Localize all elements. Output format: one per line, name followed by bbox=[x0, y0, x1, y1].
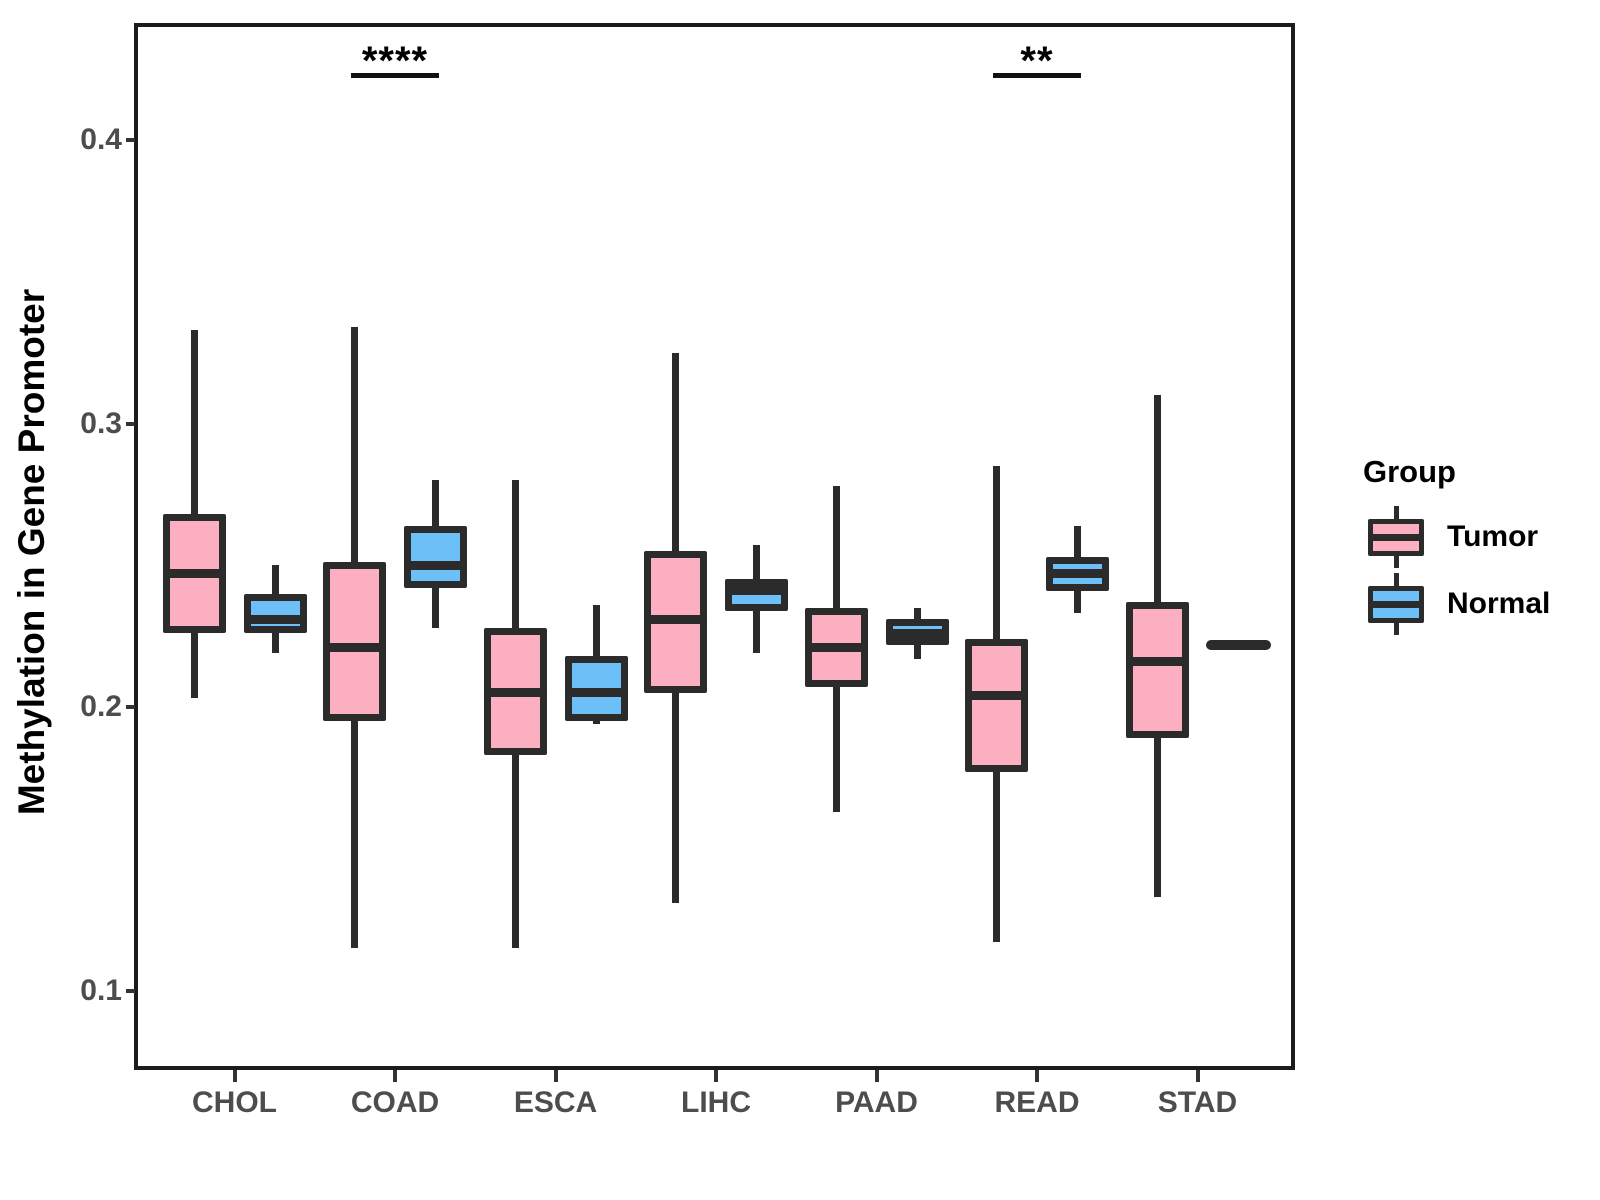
boxplot-median-tumor-PAAD bbox=[804, 642, 868, 652]
significance-bar-COAD bbox=[351, 72, 439, 78]
legend-item-label-tumor: Tumor bbox=[1447, 520, 1539, 553]
boxplot-median-tumor-LIHC bbox=[644, 614, 707, 624]
boxplot-lower-whisker-tumor-PAAD bbox=[832, 687, 840, 812]
y-tick-mark bbox=[126, 421, 135, 426]
boxplot-upper-whisker-normal-CHOL bbox=[271, 565, 279, 594]
x-tick-mark bbox=[232, 1070, 237, 1082]
x-tick-label: COAD bbox=[350, 1086, 440, 1119]
boxplot-median-normal-PAAD bbox=[885, 628, 949, 638]
boxplot-lower-whisker-tumor-CHOL bbox=[190, 633, 198, 699]
boxplot-lower-whisker-tumor-ESCA bbox=[511, 755, 519, 948]
x-tick-label: CHOL bbox=[192, 1086, 277, 1119]
boxplot-lower-whisker-tumor-COAD bbox=[351, 721, 358, 948]
boxplot-upper-whisker-tumor-COAD bbox=[351, 327, 358, 563]
boxplot-median-normal-READ bbox=[1046, 569, 1109, 579]
x-tick-label: STAD bbox=[1157, 1086, 1238, 1119]
x-tick-mark bbox=[874, 1070, 879, 1082]
boxplot-median-normal-COAD bbox=[404, 560, 467, 570]
x-tick-mark bbox=[1035, 1070, 1039, 1082]
x-tick-label: LIHC bbox=[681, 1086, 751, 1119]
boxplot-lower-whisker-tumor-READ bbox=[993, 772, 1000, 943]
boxplot-box-tumor-READ bbox=[965, 638, 1028, 773]
boxplot-lower-whisker-normal-CHOL bbox=[271, 633, 279, 654]
boxplot-upper-whisker-normal-LIHC bbox=[753, 545, 760, 580]
boxplot-lower-whisker-normal-READ bbox=[1074, 590, 1081, 614]
significance-bar-READ bbox=[993, 72, 1081, 78]
legend-title: Group bbox=[1363, 454, 1456, 489]
boxplot-box-normal-CHOL bbox=[243, 593, 307, 634]
legend-key-icon-tumor bbox=[1368, 506, 1424, 568]
boxplot-lower-whisker-normal-ESCA bbox=[592, 721, 600, 724]
y-tick-label: 0.1 bbox=[80, 973, 122, 1007]
y-tick-label: 0.2 bbox=[80, 690, 122, 723]
boxplot-median-tumor-CHOL bbox=[162, 569, 226, 579]
x-tick-label: ESCA bbox=[513, 1086, 598, 1119]
x-tick-label: PAAD bbox=[835, 1086, 918, 1119]
legend-key-median bbox=[1372, 601, 1420, 608]
x-tick-mark bbox=[553, 1070, 558, 1082]
boxplot-box-tumor-COAD bbox=[323, 562, 386, 722]
significance-label-READ: ** bbox=[1020, 38, 1054, 83]
y-tick-mark bbox=[126, 705, 135, 709]
boxplot-lower-whisker-normal-PAAD bbox=[913, 644, 921, 659]
y-tick-mark bbox=[126, 988, 135, 993]
y-axis-title: Methylation in Gene Promoter bbox=[11, 288, 52, 816]
boxplot-lower-whisker-tumor-LIHC bbox=[672, 692, 679, 903]
significance-label-COAD: **** bbox=[361, 38, 429, 83]
boxplot-upper-whisker-tumor-PAAD bbox=[832, 485, 840, 608]
y-tick-label: 0.3 bbox=[80, 406, 122, 440]
boxplot-median-tumor-STAD bbox=[1125, 657, 1189, 667]
boxplot-upper-whisker-normal-COAD bbox=[432, 480, 439, 526]
x-tick-label: READ bbox=[994, 1086, 1080, 1119]
boxplot-upper-whisker-tumor-CHOL bbox=[190, 329, 198, 515]
boxplot-median-tumor-COAD bbox=[323, 642, 386, 652]
legend-key-median bbox=[1372, 534, 1420, 541]
boxplot-median-normal-CHOL bbox=[243, 614, 307, 624]
x-tick-mark bbox=[714, 1070, 718, 1082]
boxplot-upper-whisker-normal-ESCA bbox=[592, 604, 600, 656]
boxplot-median-tumor-READ bbox=[965, 691, 1028, 701]
boxplot-upper-whisker-normal-READ bbox=[1074, 525, 1081, 557]
boxplot-median-normal-ESCA bbox=[564, 688, 628, 698]
boxplot-upper-whisker-tumor-STAD bbox=[1153, 395, 1161, 603]
boxplot-upper-whisker-tumor-LIHC bbox=[672, 352, 679, 552]
plot-panel bbox=[134, 23, 1295, 1070]
boxplot-flat-median-normal-STAD bbox=[1205, 639, 1271, 650]
y-tick-label: 0.4 bbox=[80, 123, 122, 156]
boxplot-median-tumor-ESCA bbox=[483, 688, 547, 698]
boxplot-box-tumor-STAD bbox=[1125, 602, 1189, 739]
boxplot-median-normal-LIHC bbox=[725, 586, 788, 596]
boxplot-lower-whisker-normal-COAD bbox=[432, 587, 439, 628]
y-tick-mark bbox=[126, 138, 135, 142]
boxplot-upper-whisker-normal-PAAD bbox=[913, 607, 921, 620]
legend-item-label-normal: Normal bbox=[1447, 587, 1551, 620]
x-tick-mark bbox=[393, 1070, 397, 1082]
boxplot-upper-whisker-tumor-READ bbox=[993, 466, 1000, 639]
legend-key-icon-normal bbox=[1368, 573, 1424, 635]
boxplot-box-normal-COAD bbox=[404, 525, 467, 588]
x-tick-mark bbox=[1195, 1070, 1200, 1082]
boxplot-lower-whisker-tumor-STAD bbox=[1153, 738, 1161, 897]
boxplot-lower-whisker-normal-LIHC bbox=[753, 610, 760, 654]
boxplot-upper-whisker-tumor-ESCA bbox=[511, 480, 519, 628]
